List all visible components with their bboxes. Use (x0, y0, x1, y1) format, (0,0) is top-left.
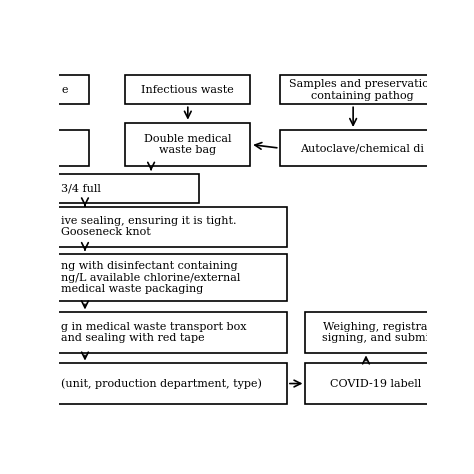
Text: Weighing, registra
signing, and submi: Weighing, registra signing, and submi (321, 322, 429, 343)
Text: (unit, production department, type): (unit, production department, type) (61, 378, 262, 389)
Bar (280, 130, 445, 166)
Text: Autoclave/chemical di: Autoclave/chemical di (301, 143, 424, 153)
Text: ive sealing, ensuring it is tight.
Gooseneck knot: ive sealing, ensuring it is tight. Goose… (61, 216, 237, 237)
Text: g in medical waste transport box
and sealing with red tape: g in medical waste transport box and sea… (61, 322, 246, 343)
Bar (30, 75, 89, 104)
Bar (41, 364, 287, 404)
Bar (41, 207, 287, 246)
Text: Samples and preservation
containing pathog: Samples and preservation containing path… (289, 79, 436, 100)
Bar (30, 130, 89, 166)
Bar (41, 312, 287, 353)
Text: Infectious waste: Infectious waste (141, 85, 234, 95)
Bar (125, 75, 250, 104)
Bar (305, 312, 445, 353)
Bar (125, 123, 250, 166)
Text: 3/4 full: 3/4 full (61, 183, 101, 193)
Text: COVID-19 labell: COVID-19 labell (329, 379, 421, 389)
Bar (41, 173, 199, 203)
Bar (41, 254, 287, 301)
Text: Double medical
waste bag: Double medical waste bag (144, 134, 232, 155)
Bar (305, 364, 445, 404)
Bar (280, 75, 445, 104)
Text: ng with disinfectant containing
ng/L available chlorine/external
medical waste p: ng with disinfectant containing ng/L ava… (61, 261, 240, 294)
Text: e: e (61, 85, 68, 95)
